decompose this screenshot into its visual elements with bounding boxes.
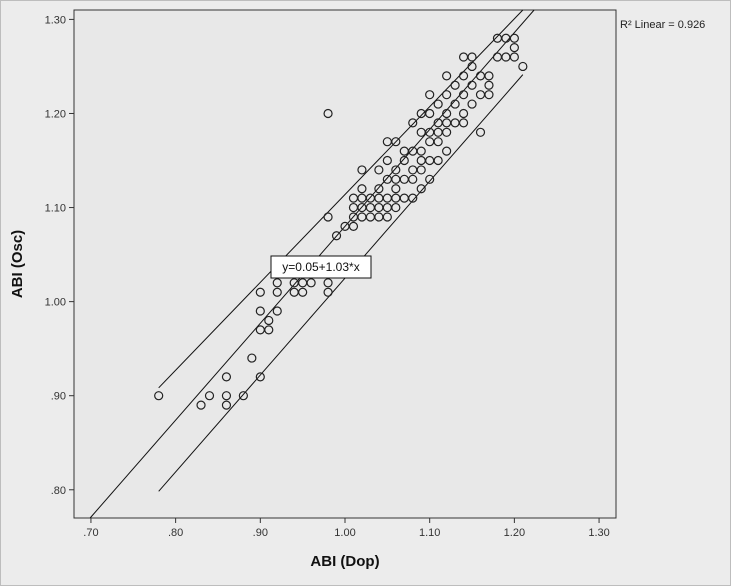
data-point [374, 165, 384, 175]
data-point [154, 391, 164, 401]
fit-equation-label: y=0.05+1.03*x [282, 260, 359, 274]
y-axis-ticks: .80 .90 1.00 1.10 1.20 1.30 [45, 14, 74, 497]
x-axis-title: ABI (Dop) [310, 553, 379, 570]
data-point [458, 108, 469, 119]
y-tick-label: 1.00 [45, 297, 66, 309]
data-point [433, 155, 443, 166]
x-tick-label: .90 [253, 527, 268, 539]
data-point [196, 400, 206, 410]
data-points [154, 33, 528, 410]
y-tick-label: 1.20 [45, 108, 66, 120]
data-point [323, 278, 333, 288]
data-point [247, 353, 257, 363]
data-point [450, 80, 460, 90]
data-point [298, 287, 308, 297]
data-point [264, 315, 274, 326]
x-tick-label: 1.20 [504, 527, 525, 539]
y-tick-label: .80 [51, 485, 66, 497]
data-point [399, 155, 409, 166]
data-point [374, 184, 384, 194]
data-point [323, 287, 333, 297]
r2-label: R² Linear = 0.926 [620, 19, 705, 31]
data-point [348, 221, 359, 231]
data-point [408, 118, 418, 128]
data-point [323, 108, 333, 119]
data-point [518, 61, 528, 72]
x-tick-label: .70 [83, 527, 98, 539]
data-point [509, 43, 519, 53]
data-point [442, 146, 452, 156]
x-tick-label: 1.30 [588, 527, 609, 539]
data-point [425, 108, 435, 119]
data-point [458, 90, 469, 100]
x-axis-ticks: .70 .80 .90 1.00 1.10 1.20 1.30 [83, 518, 610, 539]
data-point [272, 306, 282, 316]
data-point [221, 391, 232, 401]
data-point [442, 71, 452, 81]
x-tick-label: .80 [168, 527, 183, 539]
data-point [255, 306, 265, 316]
data-point [416, 165, 426, 175]
data-point [264, 325, 274, 335]
data-point [433, 137, 443, 147]
data-point [509, 33, 519, 43]
data-point [458, 71, 469, 81]
data-point [391, 165, 401, 175]
data-point [204, 391, 215, 401]
y-tick-label: 1.30 [45, 14, 66, 26]
data-point [357, 165, 367, 175]
data-point [306, 278, 316, 288]
data-point [221, 400, 232, 410]
data-point [382, 212, 392, 222]
data-point [255, 372, 265, 382]
data-point [467, 61, 477, 72]
data-point [416, 184, 426, 194]
data-point [484, 90, 494, 100]
y-tick-label: .90 [51, 391, 66, 403]
data-point [425, 90, 435, 100]
x-tick-label: 1.10 [419, 527, 440, 539]
data-point [391, 202, 401, 213]
data-point [458, 118, 469, 128]
data-point [450, 99, 460, 109]
lower-ci-line [158, 74, 524, 492]
data-point [416, 146, 426, 156]
data-point [433, 99, 443, 109]
data-point [238, 391, 248, 401]
data-point [484, 80, 494, 90]
data-point [484, 71, 494, 81]
data-point [509, 52, 519, 62]
data-point [467, 52, 477, 62]
data-point [382, 155, 392, 166]
upper-ci-line [158, 9, 524, 389]
equation-box-frame [270, 255, 372, 279]
data-point [357, 184, 367, 194]
data-point [255, 287, 265, 297]
data-point [408, 193, 418, 203]
data-point [323, 212, 333, 222]
y-tick-label: 1.10 [45, 203, 66, 215]
data-point [442, 90, 452, 100]
data-point [391, 184, 401, 194]
data-point [272, 287, 282, 297]
data-point [391, 137, 401, 147]
x-tick-label: 1.00 [334, 527, 355, 539]
equation-box: y=0.05+1.03*x [270, 255, 372, 279]
data-point [408, 174, 418, 184]
data-point [272, 278, 282, 288]
data-point [475, 127, 486, 137]
data-point [221, 372, 232, 382]
data-point [331, 231, 342, 241]
data-point [442, 108, 452, 119]
data-point [467, 99, 477, 109]
y-axis-title: ABI (Osc) [9, 230, 26, 298]
data-point [425, 174, 435, 184]
data-point [442, 127, 452, 137]
data-point [467, 80, 477, 90]
